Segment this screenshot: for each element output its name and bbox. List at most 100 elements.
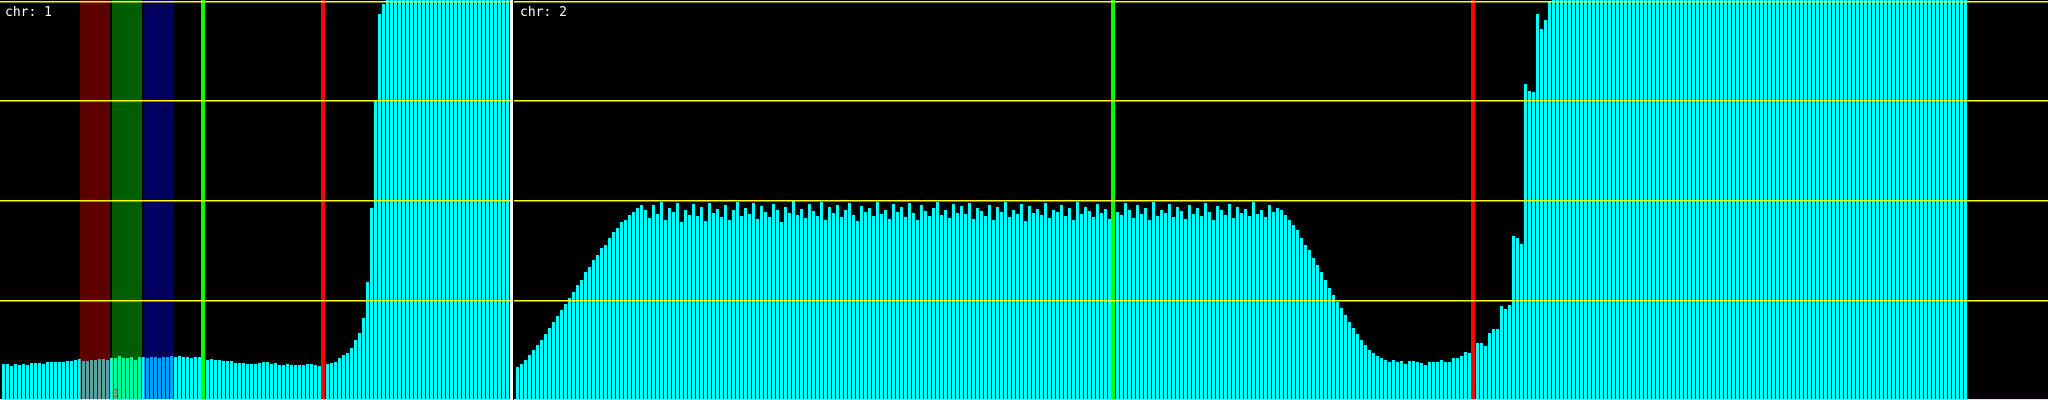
bar-chr2 — [1412, 361, 1415, 400]
bar-chr2 — [1100, 213, 1103, 400]
bar-chr2 — [1128, 210, 1131, 400]
bar-chr2 — [1264, 217, 1267, 400]
bar-chr1 — [382, 4, 385, 400]
bar-chr1 — [326, 364, 329, 400]
bar-chr2 — [1396, 362, 1399, 400]
bar-chr2 — [1072, 220, 1075, 400]
bar-chr2 — [1508, 305, 1511, 400]
bar-chr2 — [668, 208, 671, 400]
bar-chr2 — [632, 212, 635, 400]
bar-chr2 — [1188, 205, 1191, 400]
bar-chr2 — [1440, 360, 1443, 400]
bar-chr2 — [960, 206, 963, 400]
bar-chr2 — [1500, 306, 1503, 400]
bar-chr2 — [1016, 214, 1019, 400]
bar-chr2 — [1464, 352, 1467, 400]
bar-chr2 — [1140, 214, 1143, 400]
bar-chr1 — [10, 366, 13, 400]
bar-chr2 — [748, 214, 751, 400]
bar-chr2 — [716, 209, 719, 400]
bar-chr2 — [1404, 364, 1407, 400]
gridline — [514, 200, 2048, 202]
bar-chr2 — [1316, 265, 1319, 400]
bar-chr2 — [1496, 329, 1499, 400]
bar-chr2 — [1408, 361, 1411, 400]
bar-chr2 — [1156, 216, 1159, 400]
bar-chr2 — [688, 215, 691, 400]
bar-chr1 — [58, 362, 61, 400]
bar-chr2 — [808, 204, 811, 400]
bar-chr1 — [290, 365, 293, 400]
gridline — [514, 100, 2048, 102]
bar-chr1 — [38, 363, 41, 400]
bar-chr2 — [1148, 220, 1151, 400]
bar-chr2 — [1084, 207, 1087, 400]
bar-chr2 — [764, 212, 767, 400]
bar-chr2 — [1172, 217, 1175, 400]
bar-chr1 — [234, 363, 237, 400]
bar-chr2 — [732, 210, 735, 400]
bar-chr1 — [62, 362, 65, 400]
bar-chr2 — [1268, 205, 1271, 400]
bar-chr2 — [1536, 14, 1539, 400]
bar-chr2 — [964, 214, 967, 400]
bar-chr1 — [274, 363, 277, 400]
bar-chr2 — [1380, 358, 1383, 400]
bar-chr2 — [564, 304, 567, 400]
bar-chr2 — [780, 222, 783, 400]
bar-chr1 — [6, 364, 9, 400]
bar-chr2 — [1320, 272, 1323, 400]
bar-chr2 — [1272, 212, 1275, 400]
bar-chr2 — [1488, 333, 1491, 400]
bar-chr1 — [14, 364, 17, 400]
bar-chr2 — [1200, 216, 1203, 400]
bar-chr2 — [1416, 362, 1419, 400]
bar-chr1 — [178, 356, 181, 400]
bar-chr1 — [318, 366, 321, 400]
bar-chr1 — [158, 358, 161, 400]
bar-chr2 — [1304, 245, 1307, 400]
band-annotation: 0 — [112, 387, 119, 400]
bar-chr1 — [106, 360, 109, 400]
bar-chr2 — [1444, 362, 1447, 400]
bar-chr2 — [872, 216, 875, 400]
bar-chr2 — [1292, 225, 1295, 400]
bar-chr1 — [118, 356, 121, 400]
bar-chr1 — [246, 364, 249, 400]
bar-chr2 — [1532, 92, 1535, 400]
bar-chr1 — [314, 365, 317, 400]
bar-chr2 — [1376, 356, 1379, 400]
bar-chr2 — [1344, 315, 1347, 400]
bar-chr1 — [30, 363, 33, 400]
bar-chr2 — [612, 232, 615, 400]
bar-chr1 — [310, 364, 313, 400]
bar-chr1 — [102, 359, 105, 400]
bar-chr2 — [1452, 358, 1455, 400]
bar-chr2 — [1244, 209, 1247, 400]
gridline — [514, 300, 2048, 302]
bar-chr2 — [584, 272, 587, 400]
bar-chr2 — [704, 221, 707, 400]
bar-chr1 — [78, 359, 81, 400]
bar-chr2 — [952, 204, 955, 400]
bar-chr2 — [1468, 353, 1471, 400]
bar-chr2 — [620, 222, 623, 400]
bar-chr2 — [1056, 212, 1059, 400]
bar-chr2 — [1256, 214, 1259, 400]
bar-chr2 — [980, 211, 983, 400]
bar-chr1 — [150, 357, 153, 400]
bar-chr1 — [142, 357, 145, 400]
bar-chr1 — [226, 361, 229, 400]
bar-chr1 — [230, 361, 233, 400]
bar-chr1 — [50, 362, 53, 400]
bar-chr1 — [198, 357, 201, 400]
bar-chr1 — [186, 357, 189, 400]
bar-chr2 — [1040, 215, 1043, 400]
bar-chr2 — [884, 210, 887, 400]
bar-chr2 — [1248, 216, 1251, 400]
bar-chr1 — [74, 360, 77, 400]
bar-chr2 — [1064, 216, 1067, 400]
bar-chr2 — [1060, 205, 1063, 400]
bar-chr1 — [134, 360, 137, 400]
